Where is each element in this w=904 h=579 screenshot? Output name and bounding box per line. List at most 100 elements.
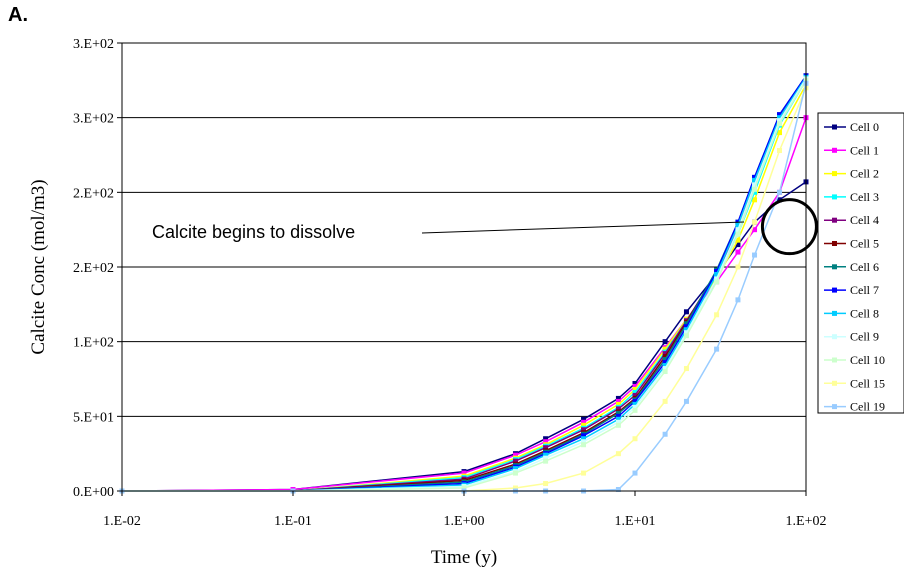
panel-label: A. [8,4,28,26]
data-point-8-5 [581,436,587,442]
legend-swatch-marker-12 [832,404,837,410]
legend-swatch-marker-6 [832,264,837,270]
legend-item-9: Cell 9 [824,330,879,344]
series-layer [119,73,809,494]
data-point-8-3 [512,466,518,472]
data-point-9-11 [735,227,741,233]
data-point-8-13 [777,115,783,121]
legend-swatch-marker-9 [832,334,837,340]
data-point-10-8 [662,369,668,375]
y-tick-label-2: 1.E+02 [73,336,114,351]
data-point-7-13 [777,112,783,118]
data-point-2-11 [735,237,741,243]
data-point-8-11 [735,222,741,228]
series-line-6 [122,75,807,492]
data-point-7-6 [615,413,621,419]
data-point-9-13 [777,118,783,124]
series-8 [119,74,809,494]
data-point-9-9 [683,330,689,336]
legend-swatch-marker-5 [832,241,837,246]
data-point-2-12 [752,197,758,203]
data-point-3-7 [632,389,638,395]
legend-label-2: Cell 2 [850,167,879,181]
data-point-10-5 [581,442,587,448]
series-line-9 [122,78,807,492]
data-point-7-8 [662,360,668,366]
series-line-5 [122,75,807,492]
data-point-10-2 [461,485,467,491]
annotation-circle [760,198,818,256]
legend-item-0: Cell 0 [824,120,879,134]
data-point-2-13 [777,130,783,136]
legend-swatch-marker-8 [832,310,837,316]
data-point-10-9 [683,333,689,339]
data-point-0-9 [683,309,689,315]
data-point-0-11 [735,242,741,248]
data-point-0-6 [615,395,621,401]
legend-label-0: Cell 0 [850,120,879,134]
legend-label-4: Cell 4 [850,213,879,227]
series-line-10 [122,79,807,492]
y-tick-label-0: 0.E+00 [73,485,114,500]
data-point-1-6 [615,398,621,404]
data-point-11-7 [632,436,638,442]
legend-label-8: Cell 8 [850,306,879,320]
data-point-9-8 [662,366,668,372]
legend-swatch-marker-10 [832,357,837,363]
y-axis-title: Calcite Conc (mol/m3) [28,179,49,354]
data-point-12-7 [632,470,638,476]
legend-swatch-marker-0 [832,124,837,130]
data-point-10-3 [512,470,518,476]
data-point-11-13 [777,148,783,154]
data-point-0-4 [543,436,549,442]
x-axis-title: Time (y) [431,547,497,568]
series-4 [119,74,809,494]
legend-swatch-marker-3 [832,194,837,200]
data-point-9-10 [714,276,720,282]
data-point-8-12 [752,177,758,183]
x-tick-label-2: 1.E+00 [444,514,485,529]
data-point-12-12 [752,252,758,258]
data-point-12-6 [615,487,621,493]
data-point-9-5 [581,439,587,445]
legend-item-12: Cell 19 [824,400,885,414]
data-point-11-10 [714,312,720,318]
data-point-8-9 [683,327,689,333]
data-point-12-10 [714,346,720,352]
data-point-11-5 [581,470,587,476]
series-line-8 [122,76,807,492]
data-point-11-8 [662,398,668,404]
annotation-leader [421,221,745,234]
grid-lines [122,42,806,417]
series-line-3 [122,79,807,492]
data-point-1-4 [543,439,549,445]
legend-swatch-marker-11 [832,380,837,386]
data-point-9-12 [752,182,758,188]
data-point-11-6 [615,451,621,457]
legend-label-11: Cell 15 [850,376,885,390]
legend-label-7: Cell 7 [850,283,879,297]
y-tick-label-6: 3.E+02 [73,37,114,52]
legend-item-2: Cell 2 [824,167,879,181]
legend-item-4: Cell 4 [824,213,879,227]
data-point-11-3 [512,485,518,491]
annotation-group: Calcite begins to dissolve [152,198,818,256]
legend-label-9: Cell 9 [850,330,879,344]
data-point-11-11 [735,264,741,270]
y-tick-label-1: 5.E+01 [73,410,114,425]
legend-label-12: Cell 19 [850,400,885,414]
data-point-9-4 [543,455,549,461]
legend-swatch-marker-4 [832,217,837,223]
series-line-11 [122,87,807,492]
data-point-0-8 [662,339,668,345]
series-line-4 [122,76,807,492]
data-point-1-11 [735,249,741,255]
series-line-12 [122,83,807,492]
legend-item-8: Cell 8 [824,306,879,320]
data-point-10-6 [615,422,621,428]
legend-frame [817,112,904,414]
data-point-1-5 [581,419,587,425]
data-point-2-8 [662,346,668,352]
legend-item-7: Cell 7 [824,283,879,297]
